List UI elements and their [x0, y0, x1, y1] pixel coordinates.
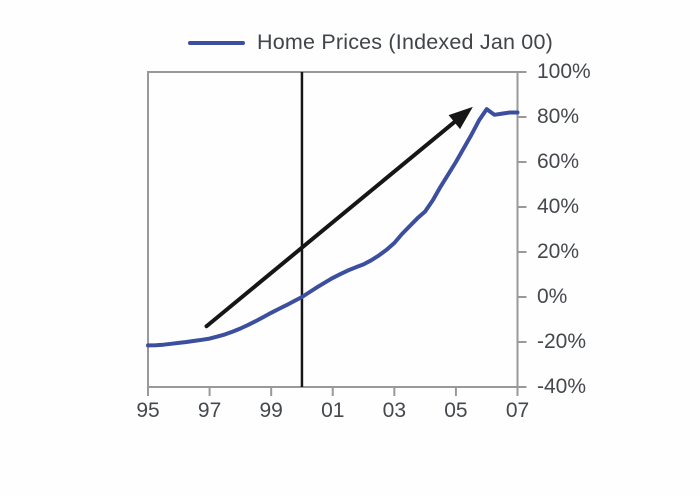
x-tick-label: 97 — [197, 399, 222, 422]
y-tick-label: -40% — [537, 375, 587, 398]
y-tick-label: 100% — [537, 60, 591, 83]
x-tick-label: 01 — [321, 399, 345, 422]
legend: Home Prices (Indexed Jan 00) — [188, 30, 553, 55]
home-prices-line — [146, 107, 520, 348]
x-tick-label: 99 — [259, 399, 283, 422]
y-tick-label: 20% — [537, 240, 580, 263]
trend-arrow-head — [448, 106, 473, 130]
y-tick-label: -20% — [537, 330, 587, 353]
x-tick-label: 95 — [136, 399, 160, 422]
y-tick-label: 60% — [537, 150, 580, 173]
x-tick-label: 03 — [382, 399, 406, 422]
y-tick-label: 40% — [537, 195, 580, 218]
legend-label: Home Prices (Indexed Jan 00) — [257, 30, 553, 54]
trend-arrow-shaft — [204, 116, 461, 329]
y-tick-label: 80% — [537, 105, 580, 128]
legend-line-swatch — [188, 40, 245, 45]
x-tick-label: 05 — [444, 399, 468, 422]
x-tick-label: 07 — [505, 399, 530, 422]
y-tick-label: 0% — [537, 285, 568, 308]
